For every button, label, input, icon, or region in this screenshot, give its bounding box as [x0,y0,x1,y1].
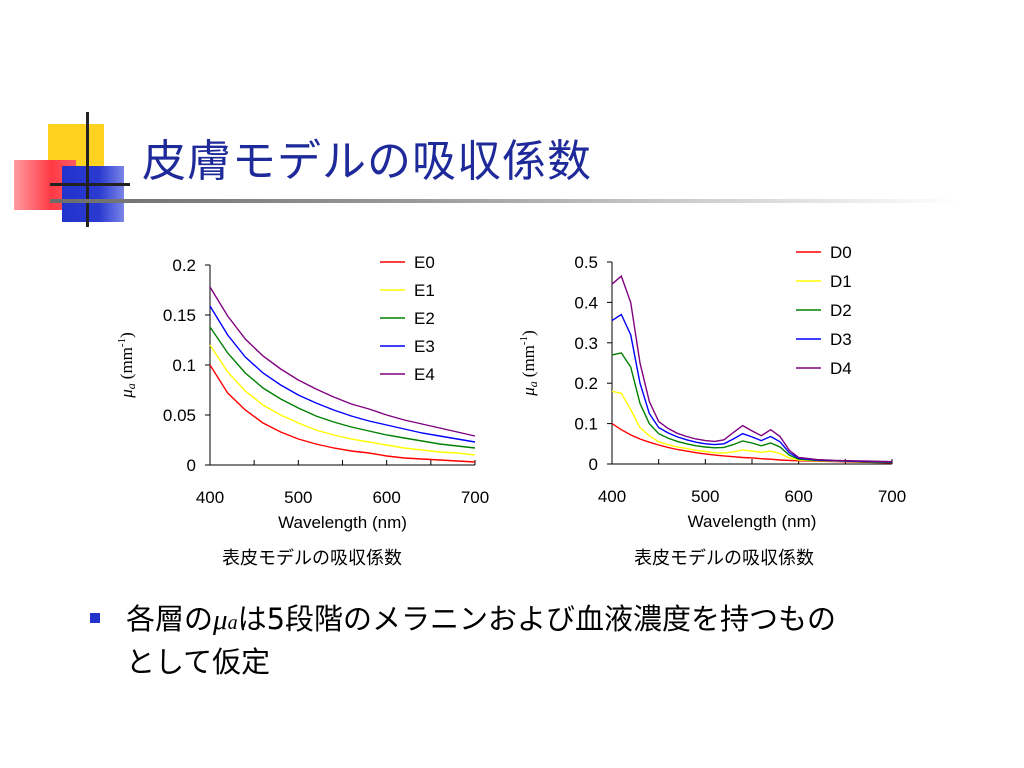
y-axis-unit: (mm [519,345,538,377]
y-axis-close: ) [519,330,538,336]
x-tick-label: 600 [372,488,400,507]
bullet-text-part1: 各層の [126,602,214,636]
x-tick-label: 500 [284,488,312,507]
series-line-d0 [611,423,893,464]
chart-right-caption: 表皮モデルの吸収係数 [634,548,814,569]
legend-label-d2: D2 [830,301,852,320]
x-tick-label: 600 [784,487,812,506]
legend-label-d0: D0 [830,243,852,262]
slide-title: 皮膚モデルの吸収係数 [142,136,592,187]
legend-label-d3: D3 [830,330,852,349]
series-line-d2 [611,352,893,464]
y-tick-label: 0.05 [163,406,196,425]
y-tick-label: 0 [589,455,598,474]
chart-left-caption: 表皮モデルの吸収係数 [222,548,402,569]
decor-vertical-line [86,112,89,227]
legend-label-e3: E3 [414,337,435,356]
y-axis-sub: a [124,383,138,389]
series-line-e2 [209,326,476,449]
y-tick-label: 0.3 [574,334,598,353]
y-axis-title: μa (mm-1) [518,330,540,397]
legend-label-d4: D4 [830,359,852,378]
y-axis-title-text: μa (mm-1) [518,330,540,397]
x-tick-label: 700 [878,487,906,506]
mu-symbol: μ [213,604,228,636]
y-tick-label: 0.15 [163,306,196,325]
y-axis-sub: a [526,381,540,387]
bullet-text-part2: は5段階のメラニンおよび血液濃度を持つもの [237,602,837,636]
title-underline [50,199,960,203]
y-axis-mu: μ [117,389,136,399]
legend-label-e0: E0 [414,253,435,272]
x-tick-label: 400 [196,488,224,507]
y-tick-label: 0.1 [574,415,598,434]
y-axis-title-text: μa (mm-1) [116,332,138,399]
decor-blue-square [62,166,124,222]
y-tick-label: 0 [187,456,196,475]
x-axis-title: Wavelength (nm) [278,513,407,532]
legend-label-e2: E2 [414,309,435,328]
legend-label-e4: E4 [414,365,435,384]
mu-subscript: a [227,612,238,634]
y-axis-title: μa (mm-1) [116,332,138,399]
y-axis-close: ) [117,332,136,338]
legend-label-e1: E1 [414,281,435,300]
x-tick-label: 400 [598,487,626,506]
series-line-e3 [209,305,476,443]
x-axis-title: Wavelength (nm) [688,512,817,531]
series-line-e1 [209,344,476,456]
y-axis-sup: -1 [518,336,530,345]
y-tick-label: 0.2 [172,256,196,275]
y-tick-label: 0.1 [172,356,196,375]
bullet-text: 各層のμaは5段階のメラニンおよび血液濃度を持つもの として仮定 [126,598,926,683]
y-tick-label: 0.2 [574,374,598,393]
bullet-marker [90,613,100,623]
bullet-text-line2: として仮定 [126,645,271,680]
y-axis-mu: μ [519,387,538,397]
y-tick-label: 0.5 [574,253,598,272]
decor-horizontal-line [50,183,130,186]
y-tick-label: 0.4 [574,293,598,312]
series-line-e4 [209,286,476,437]
series-line-d4 [611,274,893,463]
x-tick-label: 700 [461,488,489,507]
x-tick-label: 500 [691,487,719,506]
series-line-d1 [611,390,893,464]
series-line-e0 [209,364,476,463]
y-axis-sup: -1 [116,338,128,347]
series-line-d3 [611,313,893,463]
y-axis-unit: (mm [117,347,136,379]
legend-label-d1: D1 [830,272,852,291]
